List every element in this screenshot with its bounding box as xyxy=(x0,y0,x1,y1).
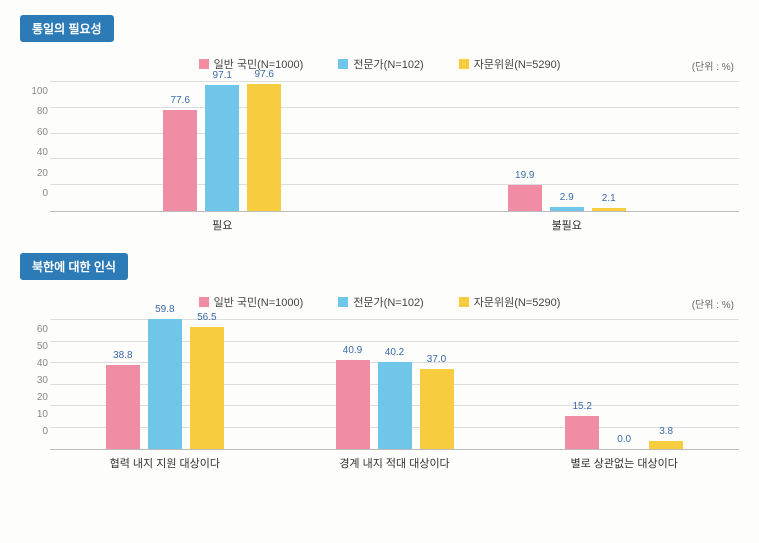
chart1-bar: 97.6 xyxy=(247,84,281,211)
chart2-legend-label-2: 자문위원(N=5290) xyxy=(474,294,561,310)
chart1-bar-label: 19.9 xyxy=(515,170,534,181)
chart1-bar: 77.6 xyxy=(163,110,197,211)
chart2-ytick: 20 xyxy=(20,393,48,403)
chart2-bar: 3.8 xyxy=(649,441,683,449)
chart2-bar: 56.5 xyxy=(190,327,224,449)
chart2-xlabel-0: 협력 내지 지원 대상이다 xyxy=(50,450,280,471)
chart1-bar-label: 2.9 xyxy=(560,192,574,203)
chart1-xlabel-0: 필요 xyxy=(50,212,395,233)
chart2-title: 북한에 대한 인식 xyxy=(20,253,128,280)
chart2-bar-label: 0.0 xyxy=(617,434,631,445)
chart1-ytick: 80 xyxy=(20,107,48,117)
chart2-bar: 37.0 xyxy=(420,369,454,449)
chart2-bar-label: 38.8 xyxy=(113,350,132,361)
chart2-bar-label: 3.8 xyxy=(659,426,673,437)
chart1-unit: (단위 : %) xyxy=(692,58,734,73)
chart1-group-0: 77.697.197.6 xyxy=(50,82,395,211)
chart2-legend-item-1: 전문가(N=102) xyxy=(338,294,423,310)
chart2-ytick: 40 xyxy=(20,359,48,369)
chart2-group-1: 40.940.237.0 xyxy=(280,320,510,449)
chart1-legend-swatch-0 xyxy=(199,59,209,69)
chart2-ytick: 0 xyxy=(20,427,48,437)
chart2-section: 북한에 대한 인식 일반 국민(N=1000) 전문가(N=102) 자문위원(N=… xyxy=(20,253,739,471)
chart1-section: 통일의 필요성 일반 국민(N=1000)전문가(N=102)자문위원(N=52… xyxy=(20,15,739,233)
chart2-group-2: 15.2 0.0 3.8 xyxy=(509,320,739,449)
chart1-legend-item-1: 전문가(N=102) xyxy=(338,56,423,72)
chart2-ytick: 60 xyxy=(20,325,48,335)
chart1-title: 통일의 필요성 xyxy=(20,15,114,42)
chart2-bar-label: 59.8 xyxy=(155,304,174,315)
chart2-bar-label: 15.2 xyxy=(572,401,591,412)
chart2-legend-item-2: 자문위원(N=5290) xyxy=(459,294,561,310)
chart1-bar-label: 97.6 xyxy=(255,69,274,80)
chart1-legend-label-2: 자문위원(N=5290) xyxy=(474,56,561,72)
chart1-bar-label: 97.1 xyxy=(213,70,232,81)
chart2-ytick: 30 xyxy=(20,376,48,386)
chart1-bar: 19.9 xyxy=(508,185,542,211)
chart1-ytick: 60 xyxy=(20,128,48,138)
chart2-bar: 38.8 xyxy=(106,365,140,449)
chart2-legend: 일반 국민(N=1000) 전문가(N=102) 자문위원(N=5290) (단위 … xyxy=(20,288,739,320)
chart2-legend-swatch-0 xyxy=(199,297,209,307)
chart2-bar-label: 40.9 xyxy=(343,345,362,356)
chart2-legend-label-1: 전문가(N=102) xyxy=(353,294,423,310)
chart2-bar: 15.2 xyxy=(565,416,599,449)
chart1-ytick: 0 xyxy=(20,189,48,199)
chart1-bar: 2.1 xyxy=(592,208,626,211)
chart1-legend: 일반 국민(N=1000)전문가(N=102)자문위원(N=5290) (단위 … xyxy=(20,50,739,82)
chart1-legend-swatch-1 xyxy=(338,59,348,69)
chart1-bar-label: 2.1 xyxy=(602,193,616,204)
chart2-group-0: 38.859.856.5 xyxy=(50,320,280,449)
chart2-bar: 40.9 xyxy=(336,360,370,449)
chart2-bar-label: 56.5 xyxy=(197,312,216,323)
chart1-group-1: 19.9 2.9 2.1 xyxy=(395,82,740,211)
chart1-plot: 020406080100 77.697.197.619.92.92.1 xyxy=(20,82,739,212)
chart1-ytick: 20 xyxy=(20,169,48,179)
chart2-legend-label-0: 일반 국민(N=1000) xyxy=(214,294,304,310)
chart1-ytick: 100 xyxy=(20,87,48,97)
chart1-bar: 2.9 xyxy=(550,207,584,211)
chart2-bar-label: 40.2 xyxy=(385,347,404,358)
chart2-bar: 59.8 xyxy=(148,319,182,449)
chart2-xlabel-1: 경계 내지 적대 대상이다 xyxy=(280,450,510,471)
chart1-bar-label: 77.6 xyxy=(171,95,190,106)
chart2-legend-swatch-2 xyxy=(459,297,469,307)
chart1-ytick: 40 xyxy=(20,148,48,158)
chart2-ytick: 10 xyxy=(20,410,48,420)
chart2-legend-swatch-1 xyxy=(338,297,348,307)
chart2-xlabel-2: 별로 상관없는 대상이다 xyxy=(509,450,739,471)
chart2-ytick: 50 xyxy=(20,342,48,352)
chart1-xlabel-1: 불필요 xyxy=(395,212,740,233)
chart1-legend-item-2: 자문위원(N=5290) xyxy=(459,56,561,72)
chart2-plot: 0102030405060 38.859.856.540.940.237.015… xyxy=(20,320,739,450)
chart1-bar: 97.1 xyxy=(205,85,239,211)
chart2-bar: 40.2 xyxy=(378,362,412,449)
chart2-bar-label: 37.0 xyxy=(427,354,446,365)
chart2-legend-item-0: 일반 국민(N=1000) xyxy=(199,294,304,310)
chart2-unit: (단위 : %) xyxy=(692,296,734,311)
chart1-legend-label-1: 전문가(N=102) xyxy=(353,56,423,72)
chart1-legend-swatch-2 xyxy=(459,59,469,69)
